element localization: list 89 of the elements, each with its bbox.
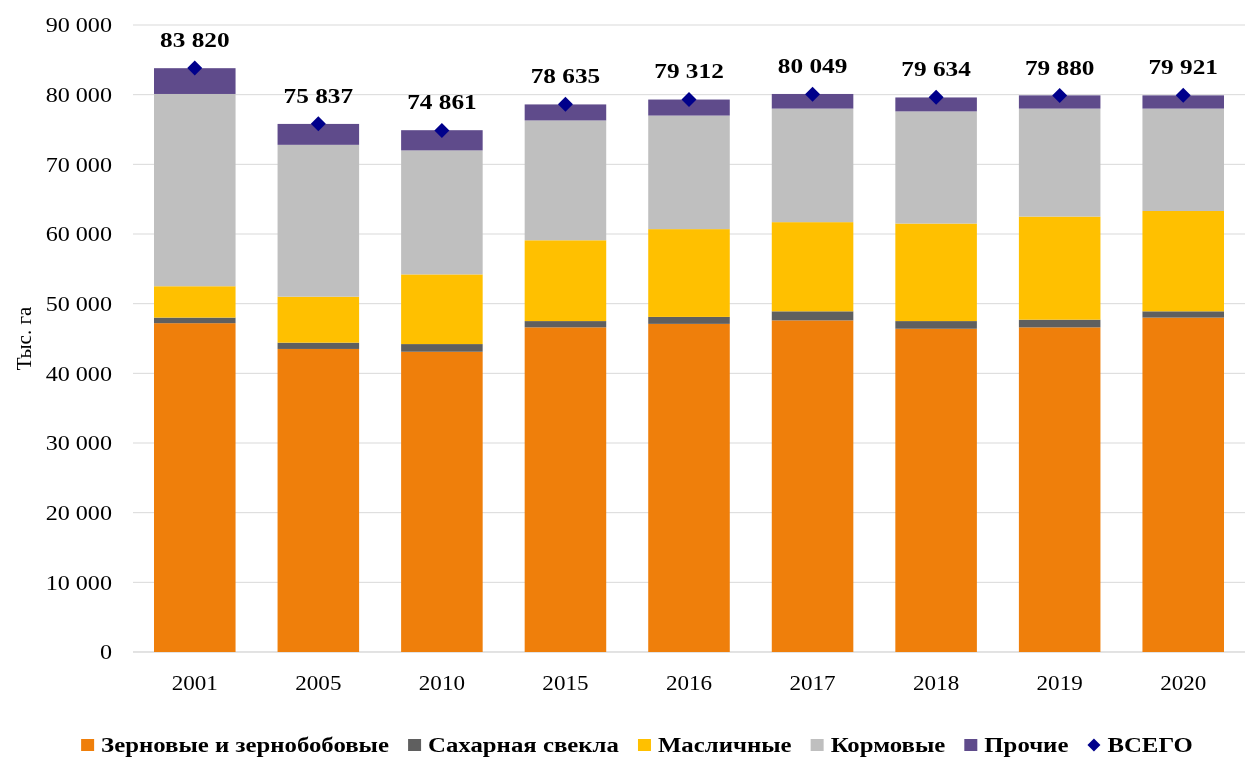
bar (277, 123, 360, 145)
x-tick-label: 2015 (542, 671, 589, 696)
y-tick-label: 60 000 (45, 222, 112, 246)
x-tick-label: 2005 (295, 671, 342, 696)
bar (1142, 211, 1224, 312)
bar (771, 222, 854, 312)
bar (648, 323, 730, 652)
data-label: 75 837 (283, 83, 354, 108)
bar (401, 344, 483, 352)
bar (277, 144, 360, 297)
bar (154, 93, 236, 287)
bar (1018, 95, 1101, 109)
point (1175, 87, 1191, 103)
data-label: 79 880 (1024, 55, 1095, 80)
data-label: 80 049 (777, 53, 848, 78)
point (310, 116, 326, 132)
bar (277, 342, 360, 349)
bar (771, 108, 854, 223)
y-tick-label: 90 000 (45, 13, 112, 37)
legend-label: Масличные (657, 734, 792, 757)
legend-label: Кормовые (830, 734, 946, 757)
x-tick-label: 2018 (913, 671, 960, 696)
bar (401, 150, 483, 275)
bar (154, 68, 236, 94)
point (805, 86, 821, 102)
bar (277, 296, 360, 343)
bar (401, 274, 483, 345)
bar (524, 120, 607, 241)
bar (648, 316, 730, 324)
point (681, 91, 697, 107)
y-tick-label: 50 000 (45, 292, 112, 316)
point (434, 122, 450, 138)
bar (1018, 319, 1101, 328)
bar (1142, 317, 1224, 652)
y-tick-label: 10 000 (45, 571, 112, 595)
bar (771, 311, 854, 321)
bar (1018, 108, 1101, 217)
bar (1142, 108, 1224, 212)
x-tick-label: 2016 (665, 671, 713, 696)
legend-label: Зерновые и зернобобовые (101, 734, 389, 757)
y-axis-title: Тыс. га (12, 306, 37, 371)
x-tick-label: 2020 (1160, 671, 1207, 696)
bar (1142, 311, 1224, 318)
point (187, 60, 203, 76)
x-tick-label: 2019 (1036, 671, 1083, 696)
bar (648, 115, 730, 230)
x-tick-label: 2001 (171, 671, 218, 696)
bar (771, 320, 854, 652)
bar (154, 323, 236, 652)
data-label: 79 312 (654, 58, 724, 84)
bar (895, 111, 977, 224)
legend-label: ВСЕГО (1107, 734, 1193, 757)
bar (648, 229, 730, 317)
y-tick-label: 40 000 (45, 362, 112, 386)
bar (401, 351, 483, 652)
legend-label: Прочие (984, 734, 1069, 757)
bar (1018, 216, 1101, 320)
bar (277, 348, 360, 652)
point (1052, 88, 1068, 103)
point (557, 96, 573, 112)
bar (1142, 95, 1224, 109)
y-tick-label: 20 000 (45, 501, 112, 525)
bar (401, 130, 483, 151)
y-tick-label: 80 000 (45, 83, 112, 107)
data-label: 79 634 (901, 56, 972, 81)
data-label: 74 861 (407, 89, 477, 115)
x-tick-label: 2017 (789, 671, 836, 696)
point (928, 89, 944, 105)
data-label: 79 921 (1148, 54, 1218, 79)
bar (895, 223, 977, 322)
bar (895, 321, 977, 329)
bar (524, 104, 607, 121)
bar (648, 99, 730, 116)
bar (895, 328, 977, 652)
bar (154, 286, 236, 318)
data-label: 78 635 (530, 63, 601, 88)
bar (524, 240, 607, 322)
bar (154, 317, 236, 324)
bar (1018, 327, 1101, 652)
x-tick-label: 2010 (418, 671, 465, 696)
bar (771, 93, 854, 109)
y-tick-label: 30 000 (45, 431, 112, 455)
y-tick-label: 70 000 (45, 153, 112, 177)
y-tick-label: 0 (99, 640, 112, 664)
legend-label: Сахарная свекла (428, 734, 619, 757)
bar (524, 321, 607, 328)
bar (895, 97, 977, 112)
data-label: 83 820 (160, 27, 230, 52)
bar (524, 327, 607, 652)
